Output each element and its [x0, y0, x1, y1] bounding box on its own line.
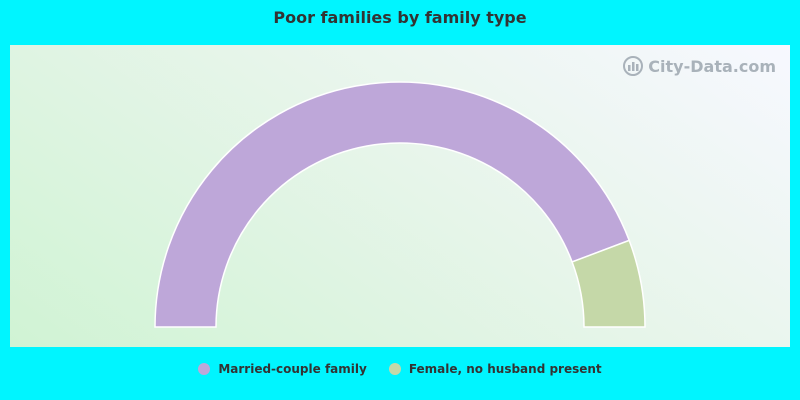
legend-item-female-householder: Female, no husband present [388, 362, 602, 376]
watermark-text: City-Data.com [648, 56, 776, 76]
legend: Married-couple family Female, no husband… [0, 362, 800, 376]
slice-married-couple-family[interactable] [154, 81, 631, 328]
chart-title: Poor families by family type [273, 8, 527, 27]
slice-female-no-husband-present[interactable] [571, 239, 646, 328]
legend-swatch-female-householder [388, 363, 401, 375]
legend-label-female-householder: Female, no husband present [408, 362, 602, 376]
watermark: City-Data.com [622, 55, 776, 77]
legend-item-married-couple: Married-couple family [198, 362, 367, 376]
city-data-logo-icon [623, 56, 644, 76]
legend-label-married-couple: Married-couple family [218, 362, 367, 376]
legend-swatch-married-couple [198, 363, 211, 375]
